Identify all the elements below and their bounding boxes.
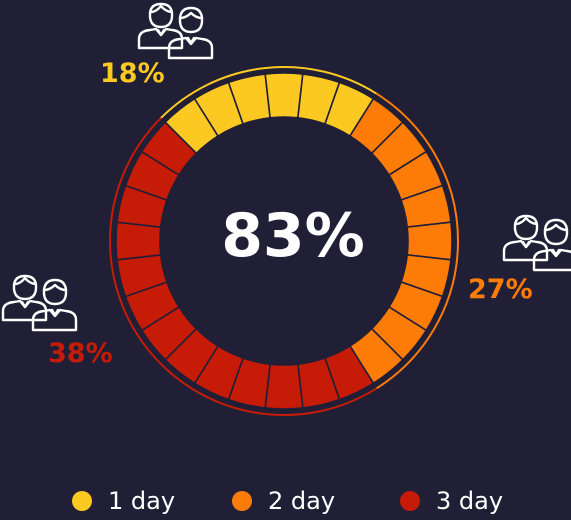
legend-item-2-day: 2 day (232, 486, 335, 516)
legend-swatch (72, 491, 92, 511)
donut-segment-3-day (264, 363, 304, 410)
people-icon (501, 212, 571, 276)
donut-segment-3-day (115, 221, 162, 261)
donut-rim-2-day (376, 92, 459, 390)
donut-rim-3-day (109, 117, 378, 417)
donut-segment-3-day (140, 121, 198, 177)
legend-label: 3 day (436, 487, 504, 515)
people-icon (136, 0, 216, 64)
center-total-label: 83% (221, 201, 365, 271)
legend-item-1-day: 1 day (72, 486, 175, 516)
data-label-3-day: 38% (48, 338, 113, 369)
legend-label: 2 day (268, 487, 336, 515)
donut-rim-1-day (160, 66, 378, 119)
data-label-1-day: 18% (100, 58, 165, 89)
legend-swatch (400, 491, 420, 511)
donut-segment-2-day (406, 221, 453, 261)
legend-label: 1 day (108, 487, 176, 515)
people-icon (0, 272, 80, 336)
donut-segment-1-day (264, 72, 304, 119)
legend-swatch (232, 491, 252, 511)
data-label-2-day: 27% (468, 274, 533, 305)
legend-item-3-day: 3 day (400, 486, 503, 516)
